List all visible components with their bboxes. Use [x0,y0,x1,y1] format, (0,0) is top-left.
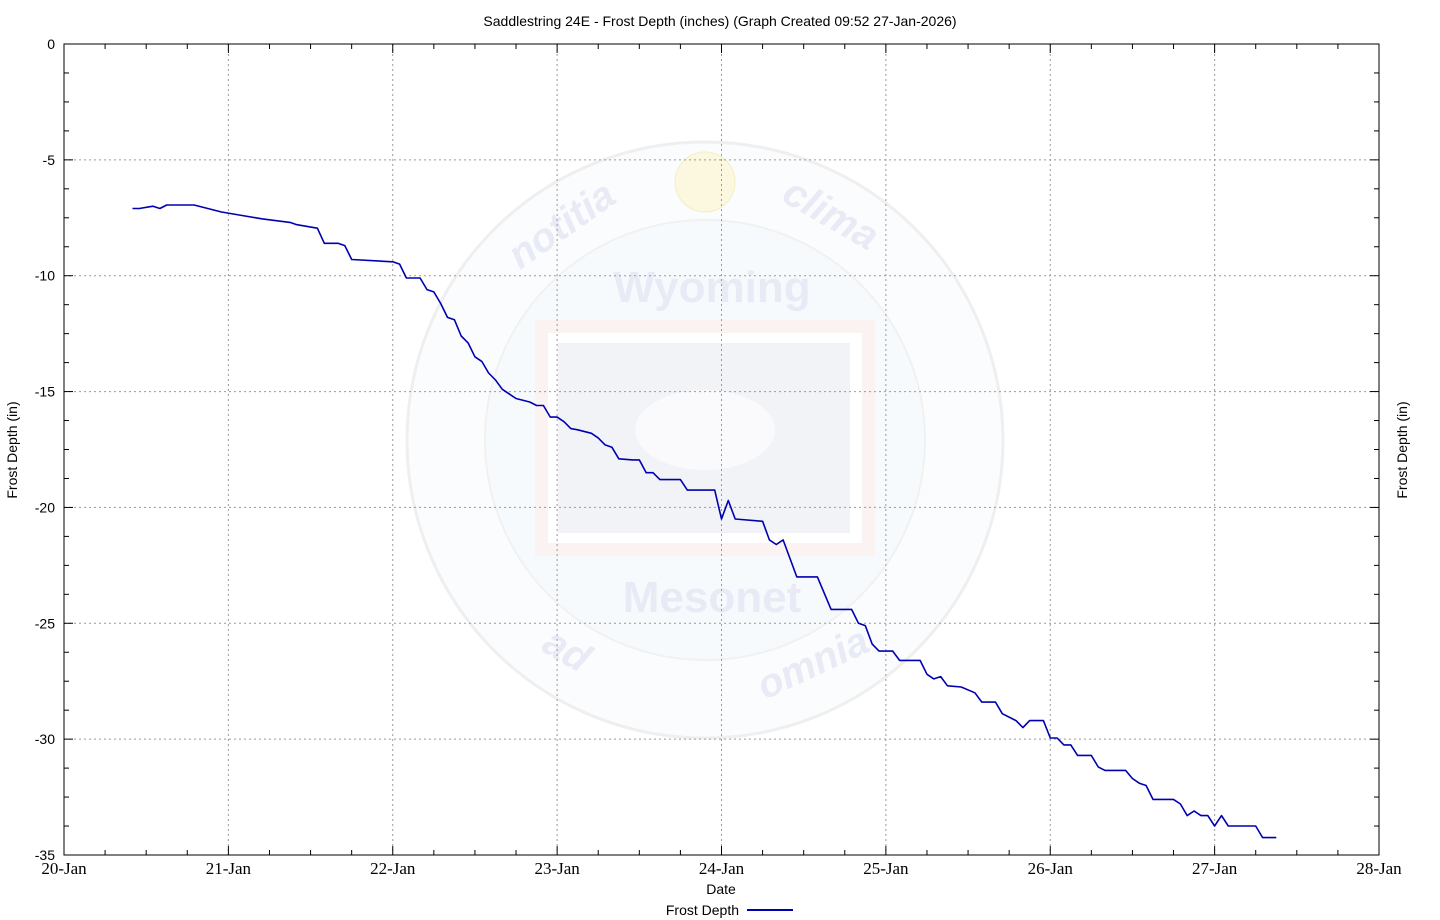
axis-ticks: 20-Jan 21-Jan 22-Jan 23-Jan 24-Jan 25-Jan 26-J… [35,36,1402,878]
watermark-line1: Wyoming [613,263,810,312]
y-tick-label: -5 [43,152,56,168]
x-tick-label: 23-Jan [534,859,580,878]
x-tick-label: 21-Jan [206,859,252,878]
y-tick-label: 0 [47,36,55,52]
y-tick-label: -10 [35,268,55,284]
y-tick-label: -35 [35,847,55,863]
legend-label: Frost Depth [666,902,739,918]
x-axis-label: Date [706,881,736,897]
y-tick-label: -25 [35,615,55,631]
y-tick-label: -15 [35,384,55,400]
series-0 [132,204,1277,839]
wyoming-mesonet-watermark-logo: Wyoming Mesonet notitia clima ad omnia [405,140,1005,740]
x-tick-label: 27-Jan [1192,859,1238,878]
frost-depth-line [132,204,1277,839]
x-tick-label: 26-Jan [1028,859,1074,878]
chart-title: Saddlestring 24E - Frost Depth (inches) … [483,13,956,29]
x-tick-label: 20-Jan [41,859,87,878]
watermark-line2: Mesonet [623,573,802,622]
y-axis-label-right: Frost Depth (in) [1394,401,1410,498]
y-tick-label: -20 [35,499,55,515]
y-tick-label: -30 [35,731,55,747]
grid [64,44,1379,855]
x-tick-label: 28-Jan [1356,859,1402,878]
x-tick-label: 25-Jan [863,859,909,878]
x-tick-label: 24-Jan [699,859,745,878]
y-axis-label: Frost Depth (in) [4,401,20,498]
x-tick-label: 22-Jan [370,859,416,878]
legend: Frost Depth [666,902,793,918]
